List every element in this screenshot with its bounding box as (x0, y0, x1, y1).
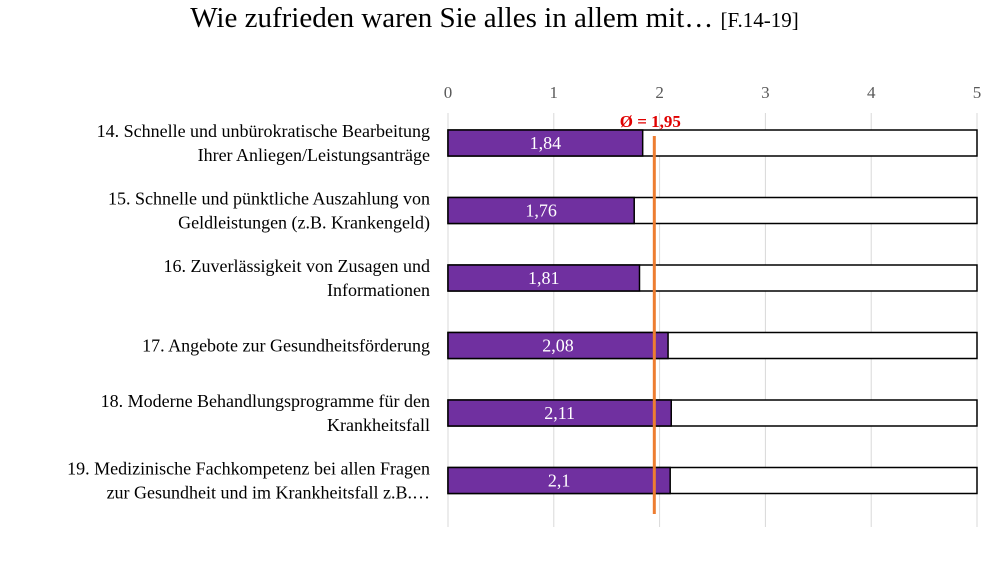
category-label: Geldleistungen (z.B. Krankengeld) (178, 213, 430, 234)
category-label: 16. Zuverlässigkeit von Zusagen und (164, 256, 430, 276)
x-tick-label: 2 (655, 83, 664, 102)
bar-value-label: 2,08 (542, 336, 574, 356)
category-label: 17. Angebote zur Gesundheitsförderung (142, 336, 430, 356)
category-label: 19. Medizinische Fachkompetenz bei allen… (67, 459, 430, 479)
chart-title: Wie zufrieden waren Sie alles in allem m… (0, 2, 989, 35)
x-tick-label: 4 (867, 83, 876, 102)
category-label: 18. Moderne Behandlungsprogramme für den (101, 391, 430, 411)
category-label: 15. Schnelle und pünktliche Auszahlung v… (108, 189, 430, 209)
bar (447, 129, 644, 157)
bar-value-label: 2,1 (548, 471, 571, 491)
category-label: zur Gesundheit und im Krankheitsfall z.B… (107, 483, 430, 503)
bar (447, 264, 641, 292)
category-label: Informationen (327, 280, 430, 300)
x-tick-label: 0 (444, 83, 453, 102)
category-label: Ihrer Anliegen/Leistungsanträge (198, 145, 430, 165)
chart-title-suffix: [F.14-19] (720, 8, 799, 32)
bar-value-label: 1,76 (525, 201, 557, 221)
bar (447, 331, 669, 360)
bar (447, 196, 635, 225)
bar (447, 466, 671, 495)
chart-title-text: Wie zufrieden waren Sie alles in allem m… (190, 2, 714, 34)
x-tick-label: 5 (973, 83, 982, 102)
category-label: 14. Schnelle und unbürokratische Bearbei… (97, 121, 430, 141)
bar-value-label: 2,11 (544, 403, 575, 423)
x-tick-label: 1 (550, 83, 559, 102)
category-label: Krankheitsfall (327, 415, 430, 435)
bar (447, 399, 672, 427)
bar-value-label: 1,84 (530, 133, 562, 153)
average-label: Ø = 1,95 (620, 112, 681, 131)
x-tick-label: 3 (761, 83, 770, 102)
bar-value-label: 1,81 (528, 268, 560, 288)
